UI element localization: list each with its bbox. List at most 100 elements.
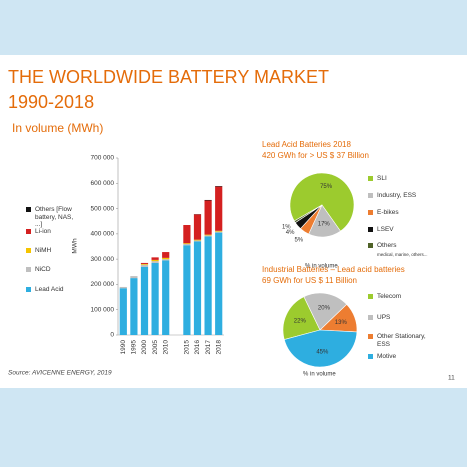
legend-swatch bbox=[26, 248, 31, 253]
bar-segment bbox=[215, 232, 223, 335]
slide-subtitle: 1990-2018 bbox=[8, 92, 94, 112]
y-tick-label: 200 000 bbox=[91, 281, 115, 288]
pie-value-label: 45% bbox=[316, 350, 329, 356]
x-tick-label: 2018 bbox=[215, 340, 222, 355]
bar-segment bbox=[215, 186, 223, 231]
bar-segment bbox=[151, 257, 159, 260]
legend-swatch bbox=[368, 315, 373, 320]
pie-value-label: 5% bbox=[294, 238, 303, 244]
x-tick-label: 1990 bbox=[120, 340, 127, 355]
pie-title: Lead Acid Batteries 2018 bbox=[262, 140, 352, 149]
legend-label: Motive bbox=[377, 353, 397, 360]
legend-label: UPS bbox=[377, 314, 391, 321]
bar-segment bbox=[151, 262, 159, 335]
x-tick-label: 2017 bbox=[205, 340, 212, 355]
bar-segment bbox=[204, 234, 212, 236]
bar-segment bbox=[204, 235, 212, 237]
legend-label: Industry, ESS bbox=[377, 192, 417, 199]
legend-swatch bbox=[368, 294, 373, 299]
legend-label: SLI bbox=[377, 175, 387, 182]
x-tick-label: 2015 bbox=[184, 340, 191, 355]
pie-subtitle: 420 GWh for > US $ 37 Billion bbox=[262, 151, 369, 160]
pie-subtitle: 69 GWh for US $ 11 Billion bbox=[262, 276, 357, 285]
legend-swatch bbox=[368, 176, 373, 181]
bar-segment bbox=[215, 230, 223, 232]
pie-slice bbox=[303, 292, 348, 331]
legend-label: Others bbox=[377, 242, 397, 249]
bar-segment bbox=[204, 200, 212, 235]
pie-note: % in volume bbox=[305, 264, 338, 270]
legend-label: Li-ion bbox=[35, 228, 51, 235]
legend-swatch bbox=[26, 229, 31, 234]
legend-note: medical, marine, others... bbox=[377, 252, 428, 257]
legend-label: Other Stationary, ESS bbox=[377, 333, 426, 348]
bar-segment bbox=[215, 231, 223, 233]
y-tick-label: 300 000 bbox=[91, 256, 115, 263]
bar-segment bbox=[193, 240, 202, 242]
bar-segment bbox=[140, 263, 149, 265]
pie-value-label: 13% bbox=[335, 320, 348, 326]
x-tick-label: 2000 bbox=[141, 340, 148, 355]
bar-segment bbox=[162, 259, 170, 261]
bar-segment bbox=[162, 260, 170, 335]
pie-slice bbox=[289, 172, 355, 232]
legend-swatch bbox=[368, 243, 373, 248]
legend-label: Lead Acid bbox=[35, 286, 64, 293]
y-tick-label: 600 000 bbox=[91, 180, 115, 187]
slide-body bbox=[0, 55, 467, 388]
pie-value-label: 75% bbox=[320, 184, 333, 190]
y-tick-label: 700 000 bbox=[91, 155, 115, 162]
bar-segment bbox=[183, 225, 191, 244]
legend-swatch bbox=[26, 267, 31, 272]
bar-segment bbox=[183, 243, 191, 246]
bar-segment bbox=[183, 243, 191, 244]
y-tick-label: 500 000 bbox=[91, 205, 115, 212]
pie-value-label: 1% bbox=[282, 225, 291, 231]
y-axis-label: MWh bbox=[72, 238, 79, 254]
bar-segment bbox=[193, 239, 202, 241]
legend-swatch bbox=[368, 193, 373, 198]
page-number: 11 bbox=[448, 375, 455, 382]
legend-label: NiCD bbox=[35, 266, 51, 273]
pie-value-label: 4% bbox=[286, 230, 295, 236]
y-tick-label: 400 000 bbox=[91, 231, 115, 238]
bar-segment bbox=[119, 286, 127, 289]
x-tick-label: 1995 bbox=[131, 340, 138, 355]
x-tick-label: 2016 bbox=[194, 340, 201, 355]
pie-value-label: 17% bbox=[318, 222, 331, 228]
source: Source: AVICENNE ENERGY, 2019 bbox=[8, 370, 112, 377]
pie-title: Industrial Batteries – Lead acid batteri… bbox=[262, 265, 405, 274]
legend-label: Others [Flow battery, NAS, ...] bbox=[35, 206, 74, 228]
bar-segment bbox=[119, 288, 127, 335]
pie-slice bbox=[283, 329, 358, 368]
pie-slice bbox=[282, 296, 321, 340]
bar-segment bbox=[204, 199, 212, 201]
bar-segment bbox=[193, 241, 202, 335]
bar-segment bbox=[162, 252, 170, 258]
x-tick-label: 2005 bbox=[152, 340, 159, 355]
x-tick-label: 2010 bbox=[162, 340, 169, 355]
legend-swatch bbox=[368, 210, 373, 215]
legend-swatch bbox=[368, 354, 373, 359]
legend-swatch bbox=[368, 334, 373, 339]
legend-label: NiMH bbox=[35, 247, 52, 254]
bar-segment bbox=[140, 264, 149, 267]
slide-title: THE WORLDWIDE BATTERY MARKET bbox=[8, 67, 329, 87]
legend-swatch bbox=[26, 207, 31, 212]
pie-value-label: 22% bbox=[294, 318, 307, 324]
bar-segment bbox=[140, 262, 149, 264]
y-tick-label: 0 bbox=[110, 332, 114, 339]
bar-segment bbox=[204, 236, 212, 335]
bar-segment bbox=[215, 186, 223, 187]
bar-segment bbox=[130, 278, 138, 335]
slide-caption: In volume (MWh) bbox=[12, 121, 103, 135]
bar-segment bbox=[162, 257, 170, 260]
legend-label: LSEV bbox=[377, 226, 394, 233]
legend-label: E-bikes bbox=[377, 209, 399, 216]
pie-slice bbox=[293, 204, 323, 224]
legend-swatch bbox=[26, 287, 31, 292]
pie-value-label: 20% bbox=[318, 306, 331, 312]
bar-segment bbox=[183, 245, 191, 335]
